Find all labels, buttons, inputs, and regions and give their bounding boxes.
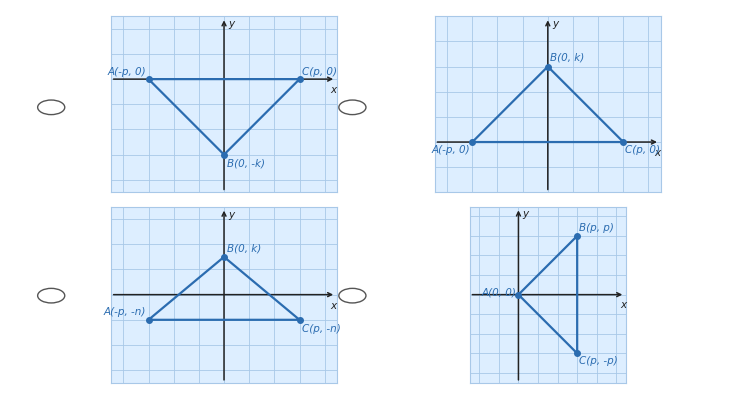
Text: B(0, -k): B(0, -k) bbox=[227, 158, 264, 168]
Text: y: y bbox=[229, 19, 235, 29]
Text: C(p, -n): C(p, -n) bbox=[302, 324, 341, 334]
Text: y: y bbox=[522, 209, 528, 219]
Text: x: x bbox=[331, 85, 337, 96]
Text: x: x bbox=[620, 300, 626, 309]
Text: A(-p, -n): A(-p, -n) bbox=[104, 307, 146, 317]
Text: B(0, k): B(0, k) bbox=[550, 53, 584, 63]
Text: A(0, 0): A(0, 0) bbox=[482, 288, 517, 298]
Text: B(0, k): B(0, k) bbox=[227, 243, 261, 253]
Text: x: x bbox=[654, 148, 660, 158]
Text: C(p, 0): C(p, 0) bbox=[624, 145, 660, 155]
Text: y: y bbox=[553, 19, 559, 29]
Text: x: x bbox=[331, 301, 337, 311]
Text: C(p, 0): C(p, 0) bbox=[302, 66, 337, 77]
Text: B(p, p): B(p, p) bbox=[579, 223, 614, 233]
Text: A(-p, 0): A(-p, 0) bbox=[431, 145, 470, 155]
Text: C(p, -p): C(p, -p) bbox=[579, 356, 618, 366]
Text: A(-p, 0): A(-p, 0) bbox=[108, 66, 146, 77]
Text: y: y bbox=[229, 209, 235, 220]
